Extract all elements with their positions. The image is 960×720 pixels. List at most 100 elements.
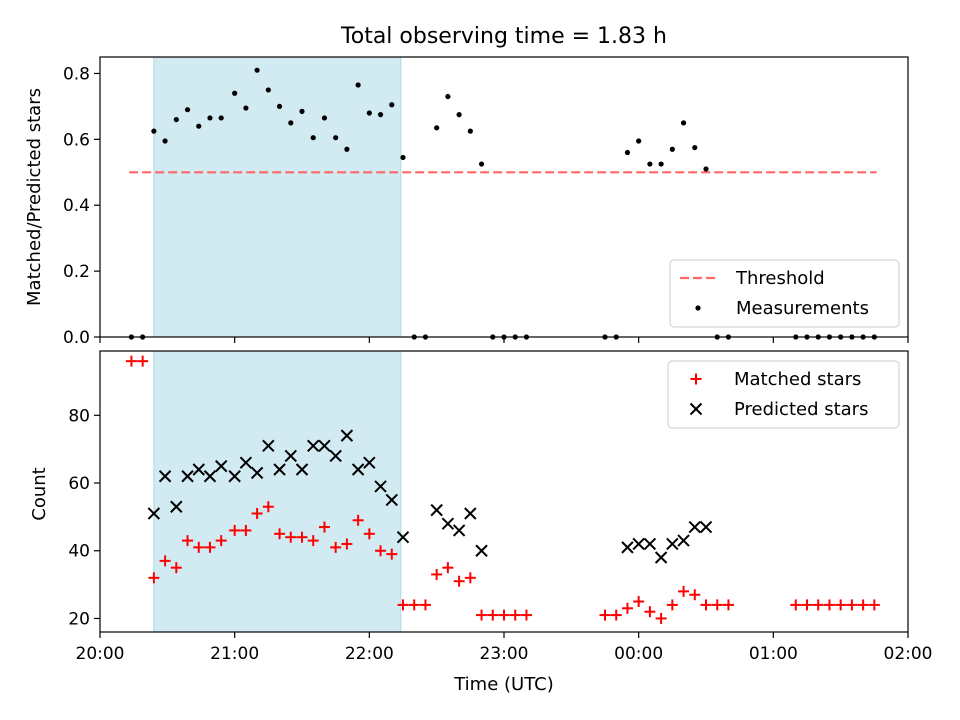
series-measurements <box>128 67 877 340</box>
data-point <box>476 609 488 621</box>
data-point <box>329 449 342 463</box>
x-marker-b <box>475 544 488 557</box>
data-point <box>250 466 264 480</box>
y-tick-label: 60 <box>68 474 90 494</box>
legend-label: Threshold <box>735 268 825 289</box>
y-tick-label: 80 <box>68 406 90 426</box>
bottom-y-axis-label: Count <box>29 467 50 520</box>
data-point <box>790 599 802 611</box>
data-point <box>355 82 361 88</box>
data-point <box>265 87 271 93</box>
data-point <box>419 599 431 611</box>
data-point <box>366 110 372 116</box>
data-point <box>239 456 253 469</box>
y-tick-label: 0.4 <box>63 196 90 216</box>
data-point <box>137 355 149 367</box>
data-point <box>389 102 395 108</box>
data-point <box>232 90 238 96</box>
data-point <box>159 555 171 567</box>
data-point <box>408 599 420 611</box>
legend-box <box>669 259 900 328</box>
x-marker-b <box>318 439 331 453</box>
data-point <box>333 135 339 141</box>
x-marker-b <box>677 534 690 547</box>
data-point <box>669 146 675 152</box>
data-point <box>703 166 709 172</box>
x-marker-b <box>203 470 217 483</box>
data-point <box>173 116 179 123</box>
data-point <box>229 524 241 536</box>
legend: Matched stars Predicted stars <box>667 360 900 429</box>
data-point <box>170 562 182 574</box>
data-point <box>182 535 194 547</box>
data-point <box>240 524 252 536</box>
data-point <box>487 609 499 621</box>
data-point <box>666 599 678 611</box>
series-matched-stars <box>125 355 880 624</box>
data-point <box>456 112 462 118</box>
x-marker-b <box>464 507 477 520</box>
data-point <box>218 115 224 121</box>
data-point <box>125 355 137 367</box>
data-point <box>344 146 350 152</box>
x-marker-b <box>654 551 668 564</box>
data-point <box>203 470 217 483</box>
data-point <box>162 138 168 144</box>
x-marker-b <box>385 493 398 507</box>
data-point <box>678 585 690 597</box>
data-point <box>181 470 194 483</box>
data-point <box>711 599 723 611</box>
data-point <box>321 115 328 121</box>
data-point <box>158 470 172 483</box>
highlight-span <box>153 56 402 338</box>
data-point <box>386 548 398 560</box>
data-point <box>228 470 241 483</box>
data-point <box>274 528 286 540</box>
x-marker-b <box>688 520 701 534</box>
data-point <box>644 606 656 618</box>
data-point <box>677 534 690 547</box>
data-point <box>375 545 387 557</box>
data-point <box>431 568 443 580</box>
x-marker-b <box>284 449 297 463</box>
data-point <box>823 599 835 611</box>
x-tick-label: 20:00 <box>76 644 125 664</box>
legend-plus-swatch <box>690 373 702 385</box>
data-point <box>812 599 824 611</box>
legend-label: Measurements <box>736 298 869 319</box>
x-marker-b <box>666 537 679 551</box>
x-marker-b <box>396 530 410 544</box>
x-tick-label: 23:00 <box>480 644 529 664</box>
x-marker-b <box>250 466 264 480</box>
data-point <box>385 493 398 507</box>
x-marker-b <box>363 456 376 469</box>
data-point <box>868 599 880 611</box>
x-tick-label: 22:00 <box>345 644 394 664</box>
data-point <box>251 508 263 520</box>
legend-label: Predicted stars <box>734 399 868 420</box>
x-marker-b <box>340 429 354 442</box>
data-point <box>434 125 440 131</box>
data-point <box>453 575 465 587</box>
data-point <box>689 589 701 601</box>
data-point <box>214 459 228 473</box>
data-point <box>307 439 320 453</box>
data-point <box>396 530 410 544</box>
data-point <box>509 609 521 621</box>
data-point <box>377 112 384 118</box>
data-point <box>475 544 488 557</box>
data-point <box>192 463 205 476</box>
legend-label: Matched stars <box>734 369 861 390</box>
x-tick-label: 02:00 <box>884 644 933 664</box>
data-point <box>632 537 645 551</box>
x-marker-b <box>699 520 713 534</box>
data-point <box>307 535 319 547</box>
data-point <box>262 501 274 513</box>
data-point <box>351 463 365 476</box>
data-point <box>288 120 294 126</box>
data-point <box>610 609 622 621</box>
x-marker-b <box>181 470 194 483</box>
data-point <box>340 429 354 442</box>
data-point <box>467 128 473 134</box>
y-tick-label: 0.8 <box>63 64 90 84</box>
